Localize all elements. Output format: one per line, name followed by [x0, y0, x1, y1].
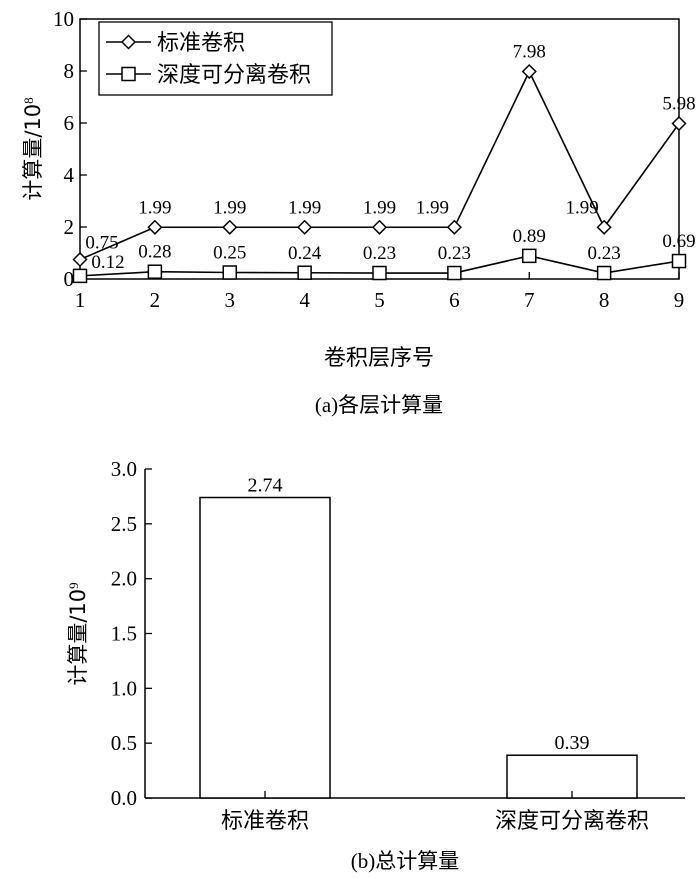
a-data-label: 1.99 [416, 197, 449, 218]
chart-a-y-axis: 0 2 4 6 8 10 [53, 7, 87, 291]
a-data-label: 0.75 [85, 233, 118, 254]
legend-marker-diamond [120, 34, 137, 50]
a-point-diamond [222, 219, 238, 235]
chart-a-y-axis-label: 计算量/108 [21, 97, 46, 200]
a-ytick-label: 8 [64, 59, 75, 83]
a-data-label: 1.99 [363, 197, 396, 218]
chart-a-caption: (a)各层计算量 [315, 393, 443, 417]
chart-a-legend-box [98, 21, 333, 96]
a-data-label: 0.24 [288, 243, 322, 264]
a-point-square [222, 265, 237, 280]
a-data-label: 7.98 [513, 42, 546, 63]
a-data-label: 0.12 [91, 252, 124, 273]
a-xtick-label: 3 [225, 288, 236, 312]
a-ytick-label: 0 [64, 267, 75, 291]
a-ytick-label: 4 [64, 163, 75, 187]
b-ytick-label: 0.0 [111, 786, 137, 810]
chart-b-total-flops: 0.0 0.5 1.0 1.5 2.0 2.5 3.0 2.74 标准卷积 0.39 深度可分离卷… [66, 457, 685, 873]
chart-a-series: 0.75 1.99 1.99 1.99 1.99 1.99 7.98 1.99 5.98 0.12… [72, 42, 696, 284]
a-point-square [372, 265, 387, 281]
a-point-square [522, 248, 537, 264]
a-point-diamond [446, 219, 462, 235]
chart-b-y-axis-label: 计算量/109 [66, 582, 91, 685]
a-data-label: 0.25 [213, 243, 246, 264]
a-data-label: 1.99 [213, 197, 246, 218]
a-xtick-label: 5 [374, 288, 385, 312]
b-data-label: 0.39 [555, 732, 590, 754]
a-data-label: 1.99 [138, 197, 171, 218]
a-point-square [596, 265, 612, 281]
a-xtick-label: 1 [75, 288, 86, 312]
b-ytick-label: 1.0 [111, 676, 137, 700]
a-data-label: 0.69 [662, 231, 695, 252]
a-xtick-label: 2 [150, 288, 161, 312]
a-point-diamond [72, 251, 88, 268]
legend-label-separable: 深度可分离卷积 [157, 63, 311, 88]
a-point-diamond [371, 219, 388, 235]
a-point-square [72, 268, 88, 284]
a-ytick-label: 2 [64, 215, 75, 239]
b-ytick-label: 0.5 [111, 731, 137, 755]
a-xtick-label: 8 [599, 288, 610, 312]
b-bar [506, 754, 638, 799]
a-xtick-label: 7 [524, 288, 535, 312]
a-point-diamond [147, 219, 163, 235]
a-point-diamond [671, 115, 687, 132]
a-data-label: 0.23 [588, 243, 621, 264]
a-point-square [671, 253, 687, 269]
b-bar [199, 496, 331, 799]
a-point-diamond [521, 63, 537, 80]
chart-b-caption: (b)总计算量 [351, 849, 460, 873]
chart-b-y-axis: 0.0 0.5 1.0 1.5 2.0 2.5 3.0 [111, 457, 152, 810]
legend-label-standard: 标准卷积 [157, 31, 245, 56]
a-data-label: 1.99 [566, 197, 599, 218]
chart-a-x-axis-label: 卷积层序号 [324, 346, 434, 371]
a-xtick-label: 9 [674, 288, 685, 312]
a-point-diamond [596, 219, 612, 235]
a-ytick-label: 6 [64, 111, 75, 135]
b-ytick-label: 2.5 [111, 512, 137, 536]
chart-b-bars: 2.74 标准卷积 0.39 深度可分离卷积 [199, 475, 649, 834]
a-point-square [297, 265, 312, 281]
chart-a-legend: 标准卷积 深度可分离卷积 [98, 21, 333, 96]
b-category-label: 标准卷积 [221, 809, 309, 834]
a-data-label: 5.98 [662, 94, 695, 115]
a-data-label: 0.23 [363, 243, 396, 264]
b-ytick-label: 2.0 [111, 567, 137, 591]
b-category-label: 深度可分离卷积 [495, 809, 649, 834]
a-point-square [447, 265, 462, 281]
b-ytick-label: 3.0 [111, 457, 137, 481]
b-data-label: 2.74 [248, 475, 283, 497]
a-data-label: 0.23 [438, 243, 471, 264]
b-ytick-label: 1.5 [111, 622, 137, 646]
a-data-label: 1.99 [288, 197, 321, 218]
a-data-label: 0.89 [513, 226, 546, 247]
a-xtick-label: 6 [449, 288, 460, 312]
legend-marker-square [121, 66, 136, 82]
a-point-diamond [297, 219, 313, 235]
a-xtick-label: 4 [299, 288, 310, 312]
a-data-label: 0.28 [138, 242, 171, 263]
a-point-square [147, 264, 163, 279]
a-ytick-label: 10 [53, 7, 74, 31]
